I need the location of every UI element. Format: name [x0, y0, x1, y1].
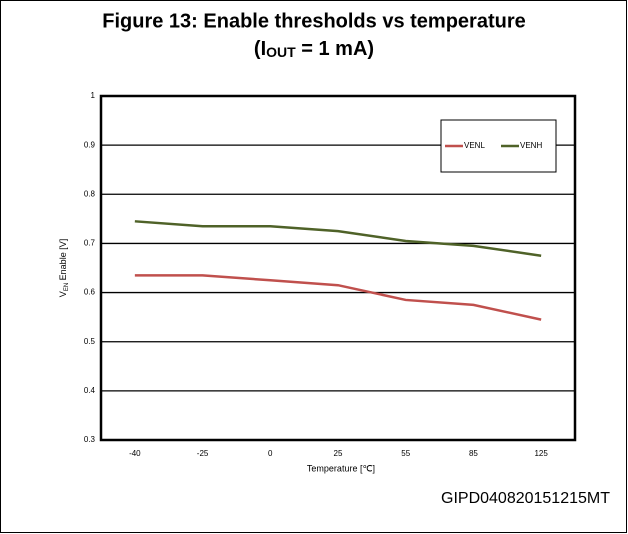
plot-border [99, 94, 577, 442]
subtitle-suffix: = 1 mA) [296, 38, 374, 60]
y-tick-label: 1 [91, 91, 96, 100]
y-tick-label: 0.3 [84, 435, 96, 444]
x-tick-label: 125 [534, 449, 548, 458]
y-tick-label: 0.7 [84, 239, 96, 248]
subtitle-prefix: (I [254, 38, 266, 60]
x-tick-label: -25 [197, 449, 209, 458]
chart-subtitle: (IOUT = 1 mA) [254, 38, 374, 60]
y-tick-label: 0.8 [84, 189, 96, 198]
legend-label: VENH [520, 141, 542, 150]
line-series [134, 274, 542, 321]
y-tick-label: 0.4 [84, 386, 96, 395]
ylabel-sub: EN [64, 283, 70, 291]
x-tick-label: 85 [469, 449, 478, 458]
ylabel-prefix: V [58, 291, 68, 297]
y-axis-label: VEN Enable [V] [58, 239, 69, 297]
line-series [134, 220, 542, 257]
x-axis-label: Temperature [℃] [307, 463, 375, 473]
subtitle-sub: OUT [266, 44, 296, 60]
y-tick-label: 0.9 [84, 140, 96, 149]
x-tick-label: -40 [129, 449, 141, 458]
ylabel-suffix: Enable [V] [58, 239, 68, 283]
legend-label: VENL [464, 141, 485, 150]
chart-title: Figure 13: Enable thresholds vs temperat… [102, 10, 525, 32]
y-tick-label: 0.5 [84, 337, 96, 346]
x-tick-label: 0 [268, 449, 273, 458]
y-tick-label: 0.6 [84, 288, 96, 297]
x-tick-label: 55 [401, 449, 410, 458]
footer: GIPD040820151215MT [441, 490, 610, 507]
x-tick-label: 25 [334, 449, 343, 458]
